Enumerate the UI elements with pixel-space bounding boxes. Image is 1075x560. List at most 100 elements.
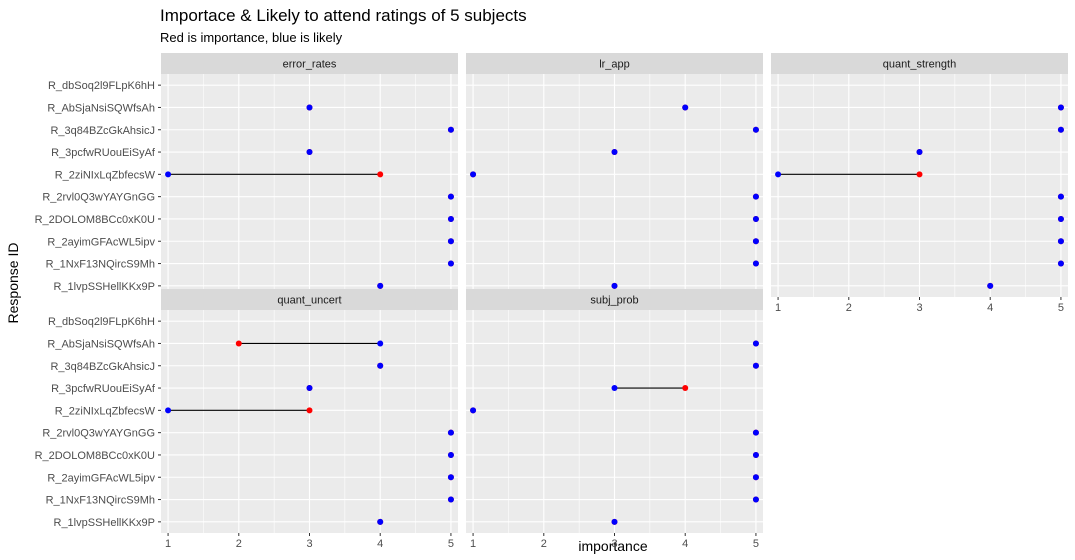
likely-point xyxy=(611,385,618,392)
likely-point xyxy=(447,474,454,481)
likely-point xyxy=(377,340,384,347)
likely-point xyxy=(447,215,454,222)
x-tick-label: 1 xyxy=(470,538,476,550)
facet-strip xyxy=(466,53,763,74)
likely-point xyxy=(447,451,454,458)
likely-point xyxy=(447,260,454,267)
x-tick-label: 4 xyxy=(987,302,993,314)
y-tick-label: R_dbSoq2l9FLpK6hH xyxy=(48,316,155,328)
y-tick-label: R_2ayimGFAcWL5ipv xyxy=(47,236,155,248)
x-tick-label: 3 xyxy=(306,538,312,550)
likely-point xyxy=(752,496,759,503)
chart-title: Importace & Likely to attend ratings of … xyxy=(160,6,527,25)
facet-strip-label: subj_prob xyxy=(590,295,638,307)
facet-error_rates: error_rates R_dbSoq2l9FLpK6hH R_AbSjaNsiSQ… xyxy=(35,53,458,297)
importance-point xyxy=(682,385,689,392)
y-tick-label: R_3q84BZcGkAhsicJ xyxy=(50,361,155,373)
importance-point xyxy=(306,407,313,414)
importance-point xyxy=(235,340,242,347)
y-tick-label: R_3pcfwRUouEiSyAf xyxy=(51,383,156,395)
likely-point xyxy=(611,518,618,525)
y-tick-label: R_3q84BZcGkAhsicJ xyxy=(50,125,155,137)
x-tick-label: 5 xyxy=(1058,302,1064,314)
likely-point xyxy=(165,171,172,178)
likely-point xyxy=(752,451,759,458)
facet-strip-label: quant_uncert xyxy=(277,295,341,307)
y-tick-label: R_AbSjaNsiSQWfsAh xyxy=(47,338,155,350)
likely-point xyxy=(752,429,759,436)
likely-point xyxy=(447,238,454,245)
chart-subtitle: Red is importance, blue is likely xyxy=(160,30,343,45)
likely-point xyxy=(752,340,759,347)
likely-point xyxy=(987,282,994,289)
y-tick-label: R_1lvpSSHellKKx9P xyxy=(54,517,156,529)
y-tick-label: R_1NxF13NQircS9Mh xyxy=(46,259,155,271)
x-tick-label: 5 xyxy=(448,538,454,550)
x-tick-label: 1 xyxy=(775,302,781,314)
y-tick-label: R_2ziNIxLqZbfecsW xyxy=(55,405,156,417)
x-tick-label: 4 xyxy=(682,538,688,550)
y-tick-label: R_2ayimGFAcWL5ipv xyxy=(47,472,155,484)
likely-point xyxy=(447,496,454,503)
likely-point xyxy=(306,385,313,392)
likely-point xyxy=(470,407,477,414)
likely-point xyxy=(752,238,759,245)
facet-panels: error_rates R_dbSoq2l9FLpK6hH R_AbSjaNsiSQ… xyxy=(35,53,1068,550)
likely-point xyxy=(1057,126,1064,133)
likely-point xyxy=(470,171,477,178)
facet-quant_uncert: quant_uncert R_dbSoq2l9FLpK6hH R_AbSjaNsiS… xyxy=(35,289,458,550)
y-tick-label: R_3pcfwRUouEiSyAf xyxy=(51,147,156,159)
likely-point xyxy=(447,126,454,133)
x-tick-label: 1 xyxy=(165,538,171,550)
likely-point xyxy=(1057,260,1064,267)
likely-point xyxy=(1057,238,1064,245)
likely-point xyxy=(447,429,454,436)
facet-subj_prob: subj_prob 1 2 3 4 5 xyxy=(466,289,763,550)
y-tick-label: R_2DOLOM8BCc0xK0U xyxy=(35,214,155,226)
x-tick-label: 2 xyxy=(541,538,547,550)
likely-point xyxy=(306,149,313,156)
facet-strip xyxy=(771,53,1068,74)
y-axis-title: Response ID xyxy=(5,243,21,324)
likely-point xyxy=(682,104,689,111)
x-tick-label: 5 xyxy=(753,538,759,550)
likely-point xyxy=(165,407,172,414)
likely-point xyxy=(752,215,759,222)
facet-strip-label: error_rates xyxy=(283,59,337,71)
likely-point xyxy=(752,260,759,267)
likely-point xyxy=(377,362,384,369)
likely-point xyxy=(916,149,923,156)
likely-point xyxy=(611,282,618,289)
y-tick-label: R_AbSjaNsiSQWfsAh xyxy=(47,102,155,114)
likely-point xyxy=(306,104,313,111)
facet-strip xyxy=(466,289,763,310)
importance-point xyxy=(916,171,923,178)
likely-point xyxy=(752,474,759,481)
likely-point xyxy=(752,126,759,133)
y-tick-label: R_1NxF13NQircS9Mh xyxy=(46,495,155,507)
likely-point xyxy=(377,518,384,525)
facet-strip xyxy=(161,53,458,74)
y-tick-label: R_dbSoq2l9FLpK6hH xyxy=(48,80,155,92)
facet-strip-label: quant_strength xyxy=(883,59,956,71)
facet-strip xyxy=(161,289,458,310)
y-tick-label: R_2rvl0Q3wYAYGnGG xyxy=(42,192,155,204)
likely-point xyxy=(1057,193,1064,200)
y-tick-label: R_2ziNIxLqZbfecsW xyxy=(55,169,156,181)
likely-point xyxy=(775,171,782,178)
y-tick-label: R_1lvpSSHellKKx9P xyxy=(54,281,156,293)
importance-point xyxy=(377,171,384,178)
likely-point xyxy=(377,282,384,289)
x-tick-label: 3 xyxy=(611,538,617,550)
likely-point xyxy=(1057,104,1064,111)
likely-point xyxy=(447,193,454,200)
likely-point xyxy=(752,362,759,369)
x-axis-title: importance xyxy=(578,538,647,554)
facet-quant_strength: quant_strength 1 2 3 4 5 xyxy=(771,53,1068,314)
y-tick-label: R_2DOLOM8BCc0xK0U xyxy=(35,450,155,462)
x-tick-label: 4 xyxy=(377,538,383,550)
likely-point xyxy=(752,193,759,200)
x-tick-label: 2 xyxy=(846,302,852,314)
facet-strip-label: lr_app xyxy=(599,59,630,71)
